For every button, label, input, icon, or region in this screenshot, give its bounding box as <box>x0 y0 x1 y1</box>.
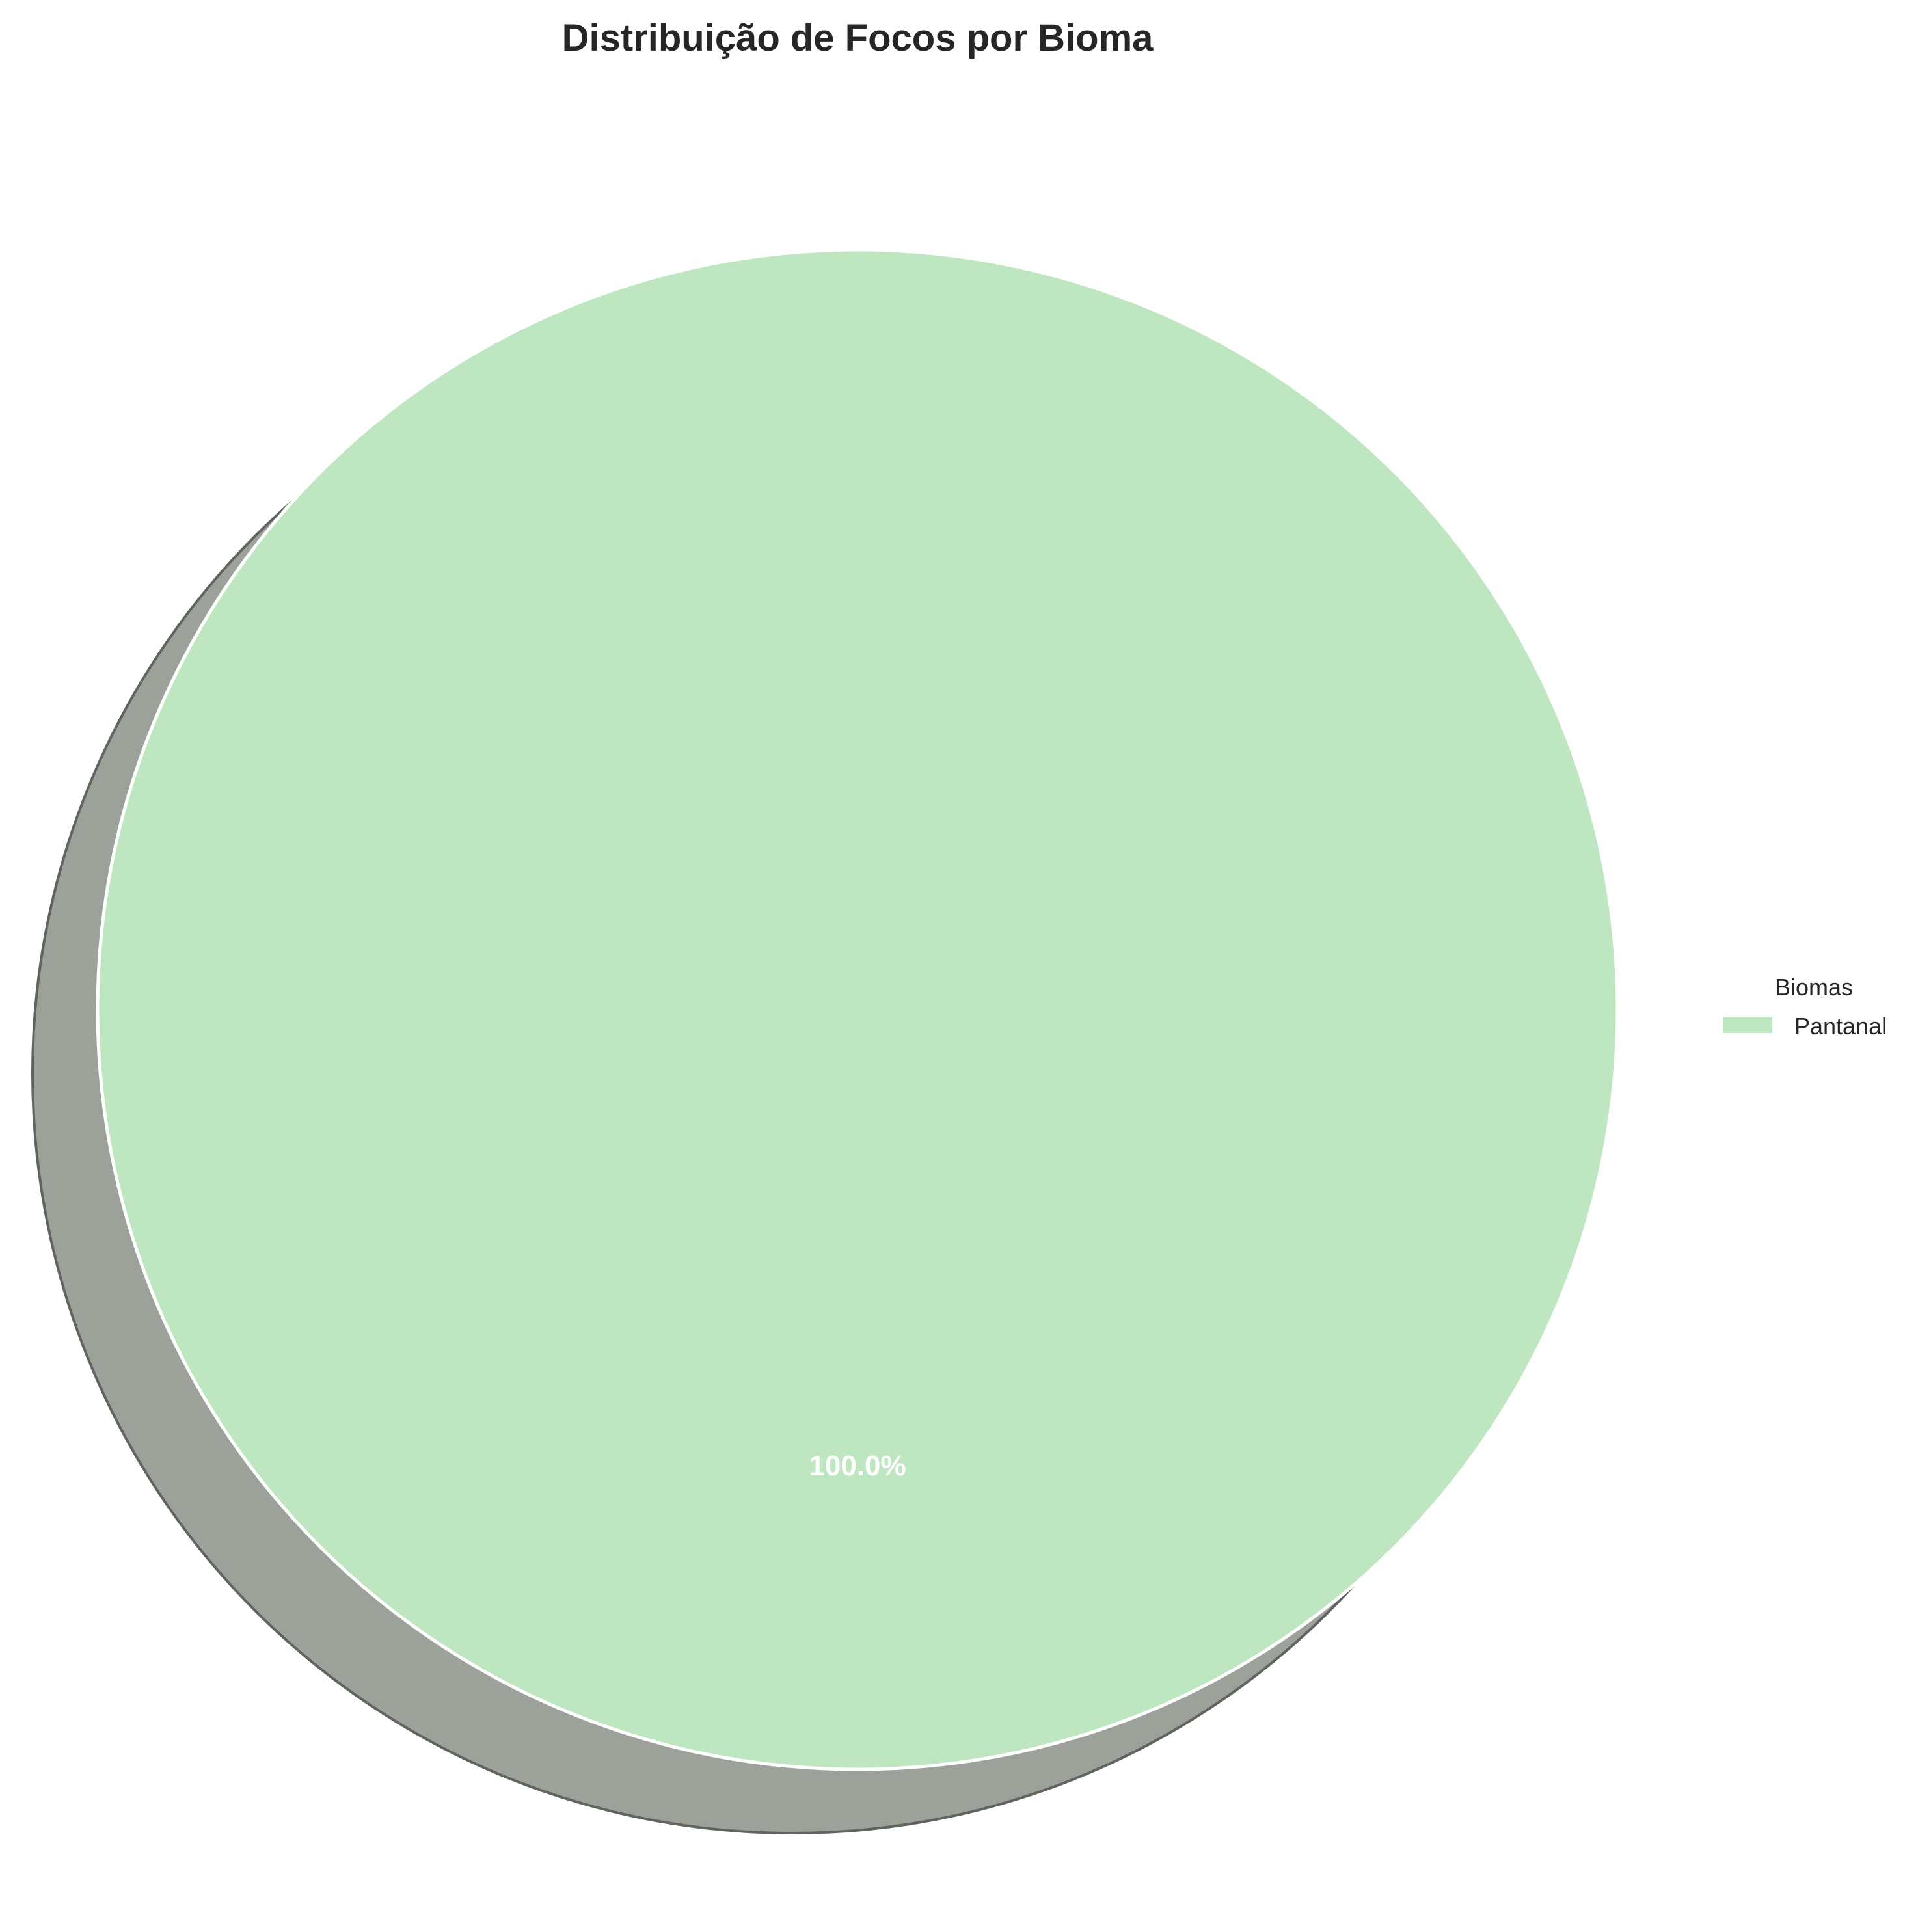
legend-swatch-pantanal <box>1723 1017 1772 1033</box>
legend: Biomas Pantanal <box>1723 974 1887 1040</box>
legend-entries: Pantanal <box>1723 1013 1887 1040</box>
legend-title: Biomas <box>1775 974 1853 1000</box>
chart-title: Distribuição de Focos por Bioma <box>562 17 1154 59</box>
pie-group: 100.0% <box>31 248 1619 1834</box>
legend-label-pantanal: Pantanal <box>1794 1013 1887 1040</box>
pie-slice-pantanal <box>96 248 1619 1771</box>
slice-percent-label: 100.0% <box>809 1450 906 1482</box>
